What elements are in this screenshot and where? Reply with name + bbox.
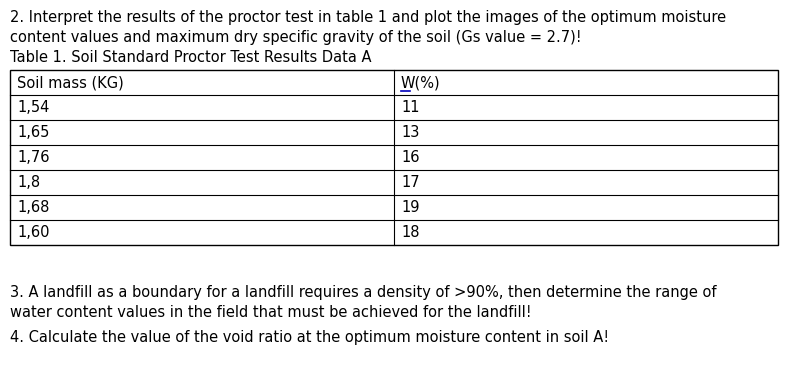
Text: 13: 13 (401, 125, 419, 140)
Text: 19: 19 (401, 200, 419, 215)
Text: Table 1. Soil Standard Proctor Test Results Data A: Table 1. Soil Standard Proctor Test Resu… (10, 50, 371, 65)
Text: 18: 18 (401, 225, 419, 240)
Text: 4. Calculate the value of the void ratio at the optimum moisture content in soil: 4. Calculate the value of the void ratio… (10, 330, 609, 345)
Text: 1,60: 1,60 (17, 225, 50, 240)
Text: 1,65: 1,65 (17, 125, 50, 140)
Text: 1,76: 1,76 (17, 150, 50, 165)
Text: content values and maximum dry specific gravity of the soil (Gs value = 2.7)!: content values and maximum dry specific … (10, 30, 582, 45)
Text: Soil mass (KG): Soil mass (KG) (17, 75, 124, 90)
Text: 17: 17 (401, 175, 420, 190)
Text: 3. A landfill as a boundary for a landfill requires a density of >90%, then dete: 3. A landfill as a boundary for a landfi… (10, 285, 716, 300)
Text: 11: 11 (401, 100, 419, 115)
Text: W(%): W(%) (401, 75, 440, 90)
Text: 1,8: 1,8 (17, 175, 40, 190)
Text: water content values in the field that must be achieved for the landfill!: water content values in the field that m… (10, 305, 532, 320)
Text: 16: 16 (401, 150, 419, 165)
Text: 1,54: 1,54 (17, 100, 50, 115)
Bar (10, 70, 778, 245)
Text: 2. Interpret the results of the proctor test in table 1 and plot the images of t: 2. Interpret the results of the proctor … (10, 10, 726, 25)
Text: 1,68: 1,68 (17, 200, 50, 215)
